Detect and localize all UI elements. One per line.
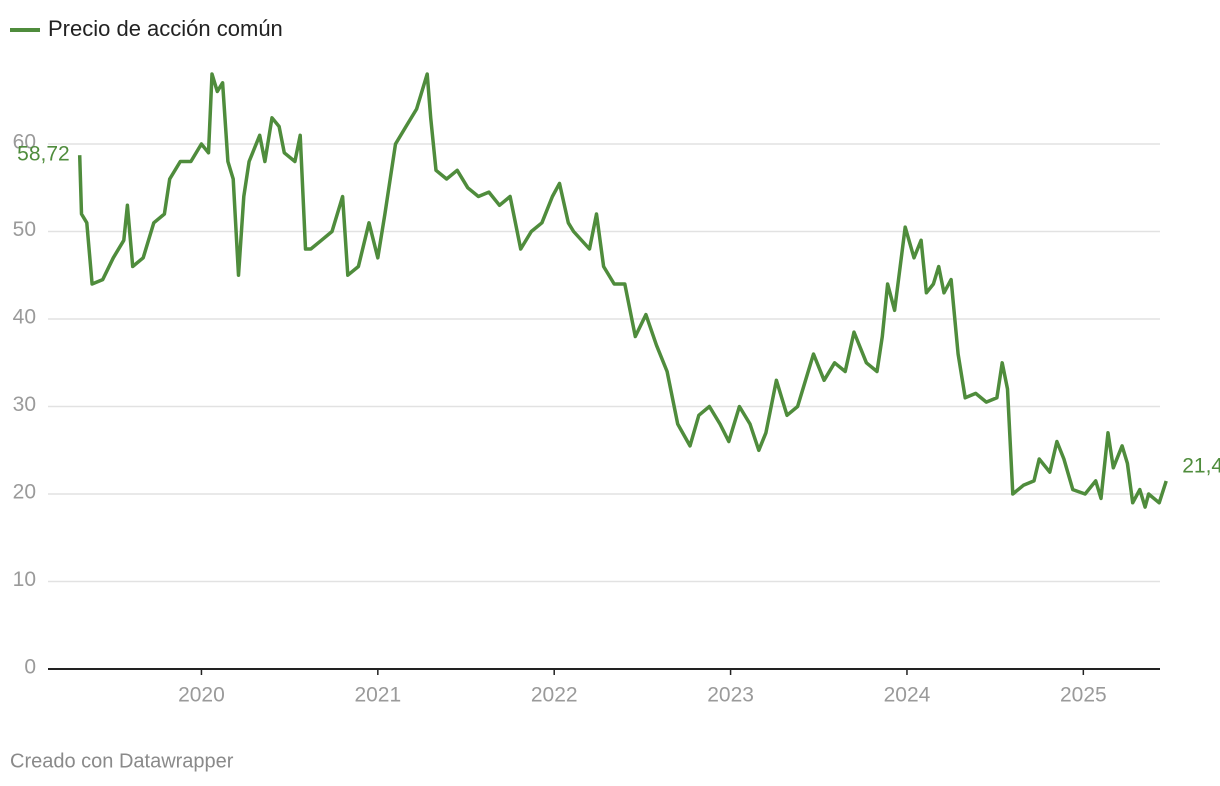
x-tick-label: 2021 bbox=[354, 684, 401, 707]
value-label: 21,49 bbox=[1182, 455, 1220, 478]
x-tick-label: 2025 bbox=[1060, 684, 1107, 707]
x-tick-label: 2020 bbox=[178, 684, 225, 707]
y-tick-label: 30 bbox=[13, 393, 36, 416]
y-tick-label: 20 bbox=[13, 481, 36, 504]
legend-label: Precio de acción común bbox=[48, 16, 283, 41]
x-tick-label: 2022 bbox=[531, 684, 578, 707]
y-tick-label: 40 bbox=[13, 306, 36, 329]
y-tick-label: 60 bbox=[13, 131, 36, 154]
x-tick-label: 2024 bbox=[884, 684, 931, 707]
credit: Creado con Datawrapper bbox=[10, 750, 234, 772]
value-label: 58,72 bbox=[17, 143, 70, 166]
y-tick-label: 10 bbox=[13, 568, 36, 591]
y-tick-label: 0 bbox=[24, 656, 36, 679]
x-tick-label: 2023 bbox=[707, 684, 754, 707]
y-tick-label: 50 bbox=[13, 218, 36, 241]
price-line bbox=[77, 72, 1168, 509]
